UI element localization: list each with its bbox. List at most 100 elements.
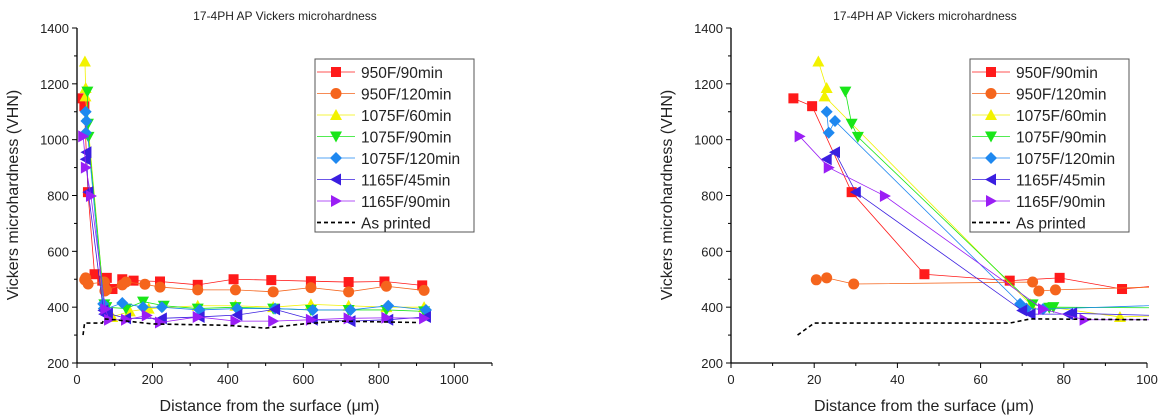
x-tick-label: 80 bbox=[1057, 372, 1071, 387]
legend-marker bbox=[985, 88, 997, 99]
legend: 950F/90min 950F/120min 1075F/60min 1075F/90… bbox=[314, 58, 475, 233]
legend-label: As printed bbox=[361, 216, 431, 233]
x-tick-label: 600 bbox=[293, 372, 315, 387]
data-point bbox=[1024, 308, 1036, 321]
chart-title: 17-4PH AP Vickers microhardness bbox=[193, 9, 377, 23]
legend-item: As printed bbox=[972, 216, 1086, 233]
y-tick-label: 800 bbox=[701, 189, 723, 204]
legend-marker bbox=[331, 67, 341, 77]
data-point bbox=[1066, 307, 1078, 320]
data-point bbox=[812, 55, 825, 67]
legend-marker bbox=[985, 131, 997, 143]
data-point bbox=[155, 301, 168, 314]
data-point bbox=[137, 301, 150, 314]
data-point bbox=[128, 275, 139, 286]
legend-item: 950F/120min bbox=[317, 87, 451, 104]
x-tick-label: 40 bbox=[890, 372, 904, 387]
x-tick-label: 1000 bbox=[440, 372, 469, 387]
legend-item: 1165F/90min bbox=[972, 194, 1105, 211]
y-axis-label: Vickers microhardness (VHN) bbox=[659, 90, 676, 300]
data-point bbox=[228, 274, 239, 285]
legend-label: 1165F/90min bbox=[1016, 194, 1105, 211]
legend-item: 1165F/90min bbox=[317, 194, 450, 211]
y-tick-label: 800 bbox=[47, 189, 69, 204]
x-tick-label: 0 bbox=[73, 372, 80, 387]
data-point bbox=[820, 105, 833, 118]
legend-label: 1165F/45min bbox=[361, 173, 450, 190]
legend-label: 1165F/45min bbox=[1016, 173, 1105, 190]
data-point bbox=[418, 284, 430, 296]
data-point bbox=[230, 315, 242, 328]
data-point bbox=[100, 284, 112, 296]
legend: 950F/90min 950F/120min 1075F/60min 1075F/90… bbox=[969, 58, 1130, 233]
data-point bbox=[107, 284, 118, 295]
x-tick-label: 100 bbox=[1136, 372, 1158, 387]
y-tick-label: 1200 bbox=[40, 77, 69, 92]
data-point bbox=[794, 130, 806, 143]
y-tick-label: 1000 bbox=[40, 133, 69, 148]
y-tick-label: 1400 bbox=[40, 21, 69, 36]
data-point bbox=[266, 275, 277, 286]
data-point bbox=[818, 90, 831, 102]
data-point bbox=[78, 130, 90, 143]
data-point bbox=[382, 299, 395, 312]
data-point bbox=[919, 269, 930, 280]
legend-label: 950F/90min bbox=[1016, 65, 1098, 82]
data-point bbox=[229, 284, 241, 296]
legend-label: 1075F/60min bbox=[361, 108, 451, 125]
x-axis-label: Distance from the surface (μm) bbox=[160, 398, 380, 415]
data-point bbox=[1027, 276, 1039, 288]
data-point bbox=[139, 278, 151, 290]
data-point bbox=[192, 310, 204, 323]
y-tick-label: 400 bbox=[47, 300, 69, 315]
data-point bbox=[79, 90, 92, 102]
legend-label: 1075F/90min bbox=[1016, 130, 1106, 147]
data-point bbox=[343, 312, 355, 325]
data-point bbox=[101, 307, 113, 320]
data-point bbox=[1038, 303, 1049, 316]
y-tick-label: 600 bbox=[701, 244, 723, 259]
x-tick-label: 400 bbox=[217, 372, 239, 387]
y-tick-label: 200 bbox=[701, 356, 723, 371]
data-point bbox=[848, 278, 860, 290]
x-axis-label: Distance from the surface (μm) bbox=[814, 398, 1034, 415]
data-point bbox=[1016, 304, 1028, 317]
data-point bbox=[851, 131, 864, 143]
data-point bbox=[267, 286, 279, 298]
data-point bbox=[380, 280, 392, 292]
data-point bbox=[419, 312, 431, 325]
legend-marker bbox=[985, 152, 997, 164]
legend-box bbox=[314, 58, 475, 233]
y-axis-label: Vickers microhardness (VHN) bbox=[5, 90, 22, 300]
series-line bbox=[793, 97, 1149, 290]
legend-box bbox=[969, 58, 1130, 233]
data-point bbox=[807, 101, 818, 112]
legend-label: 1075F/90min bbox=[361, 130, 451, 147]
series-line bbox=[85, 111, 427, 311]
legend-item: 1075F/90min bbox=[972, 130, 1106, 147]
legend-item: 1075F/120min bbox=[317, 151, 460, 168]
data-point bbox=[141, 309, 153, 322]
data-point bbox=[116, 296, 129, 309]
data-point bbox=[78, 55, 91, 67]
legend-item: 950F/90min bbox=[972, 65, 1098, 82]
legend-marker bbox=[986, 195, 997, 207]
legend-label: 950F/120min bbox=[1016, 87, 1106, 104]
data-point bbox=[155, 316, 166, 329]
series-1075f-90min bbox=[839, 86, 1149, 314]
data-point bbox=[121, 313, 133, 326]
data-point bbox=[381, 311, 393, 324]
legend-label: 950F/90min bbox=[361, 65, 443, 82]
data-point bbox=[104, 313, 116, 326]
data-point bbox=[1026, 299, 1039, 311]
data-point bbox=[306, 303, 319, 316]
legend-marker bbox=[330, 152, 342, 164]
legend-marker bbox=[330, 173, 341, 186]
data-point bbox=[822, 126, 835, 139]
data-point bbox=[1054, 272, 1065, 283]
series-line bbox=[797, 318, 1148, 336]
data-point bbox=[79, 101, 90, 112]
x-tick-label: 60 bbox=[973, 372, 987, 387]
data-point bbox=[821, 272, 833, 284]
data-point bbox=[100, 303, 112, 316]
